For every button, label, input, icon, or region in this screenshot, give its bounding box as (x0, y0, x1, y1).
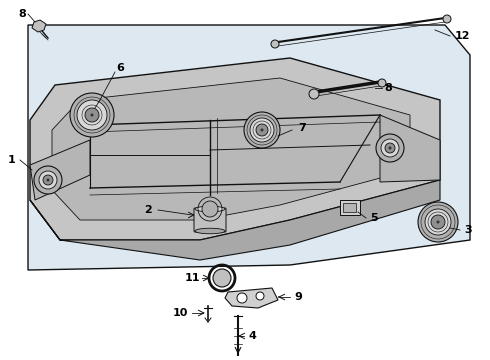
Text: 8: 8 (384, 83, 392, 93)
Circle shape (437, 220, 440, 224)
Circle shape (418, 202, 458, 242)
Circle shape (250, 118, 274, 142)
Ellipse shape (195, 228, 225, 234)
Polygon shape (30, 140, 90, 200)
Circle shape (385, 143, 395, 153)
Text: 4: 4 (248, 331, 256, 341)
Circle shape (431, 215, 445, 229)
Circle shape (34, 166, 62, 194)
Circle shape (256, 292, 264, 300)
Text: 1: 1 (8, 155, 16, 165)
Polygon shape (225, 288, 278, 308)
Text: 3: 3 (464, 225, 472, 235)
Circle shape (244, 112, 280, 148)
Text: 2: 2 (144, 205, 152, 215)
Circle shape (237, 293, 247, 303)
FancyBboxPatch shape (194, 208, 226, 232)
Circle shape (77, 100, 107, 130)
Polygon shape (380, 115, 440, 182)
Circle shape (43, 175, 53, 185)
Circle shape (389, 147, 392, 149)
Circle shape (381, 139, 399, 157)
Circle shape (378, 79, 386, 87)
Circle shape (271, 40, 279, 48)
FancyBboxPatch shape (340, 200, 360, 215)
Text: 10: 10 (172, 308, 188, 318)
Polygon shape (32, 20, 46, 32)
Text: 6: 6 (116, 63, 124, 73)
Circle shape (47, 179, 49, 181)
Circle shape (376, 134, 404, 162)
Text: 9: 9 (294, 292, 302, 302)
Polygon shape (28, 25, 470, 270)
Circle shape (256, 124, 268, 136)
Polygon shape (30, 58, 440, 240)
Circle shape (261, 129, 264, 131)
FancyBboxPatch shape (343, 203, 356, 212)
Circle shape (85, 108, 99, 122)
Polygon shape (52, 78, 410, 220)
Circle shape (70, 93, 114, 137)
Text: 5: 5 (370, 213, 378, 223)
Text: 7: 7 (298, 123, 306, 133)
Circle shape (202, 201, 218, 217)
Circle shape (213, 269, 231, 287)
Circle shape (39, 171, 57, 189)
Circle shape (425, 209, 451, 235)
Polygon shape (30, 180, 440, 260)
Text: 8: 8 (18, 9, 26, 19)
Text: 11: 11 (184, 273, 200, 283)
Circle shape (443, 15, 451, 23)
Ellipse shape (195, 206, 225, 212)
Circle shape (91, 113, 94, 117)
Circle shape (309, 89, 319, 99)
Text: 12: 12 (454, 31, 470, 41)
